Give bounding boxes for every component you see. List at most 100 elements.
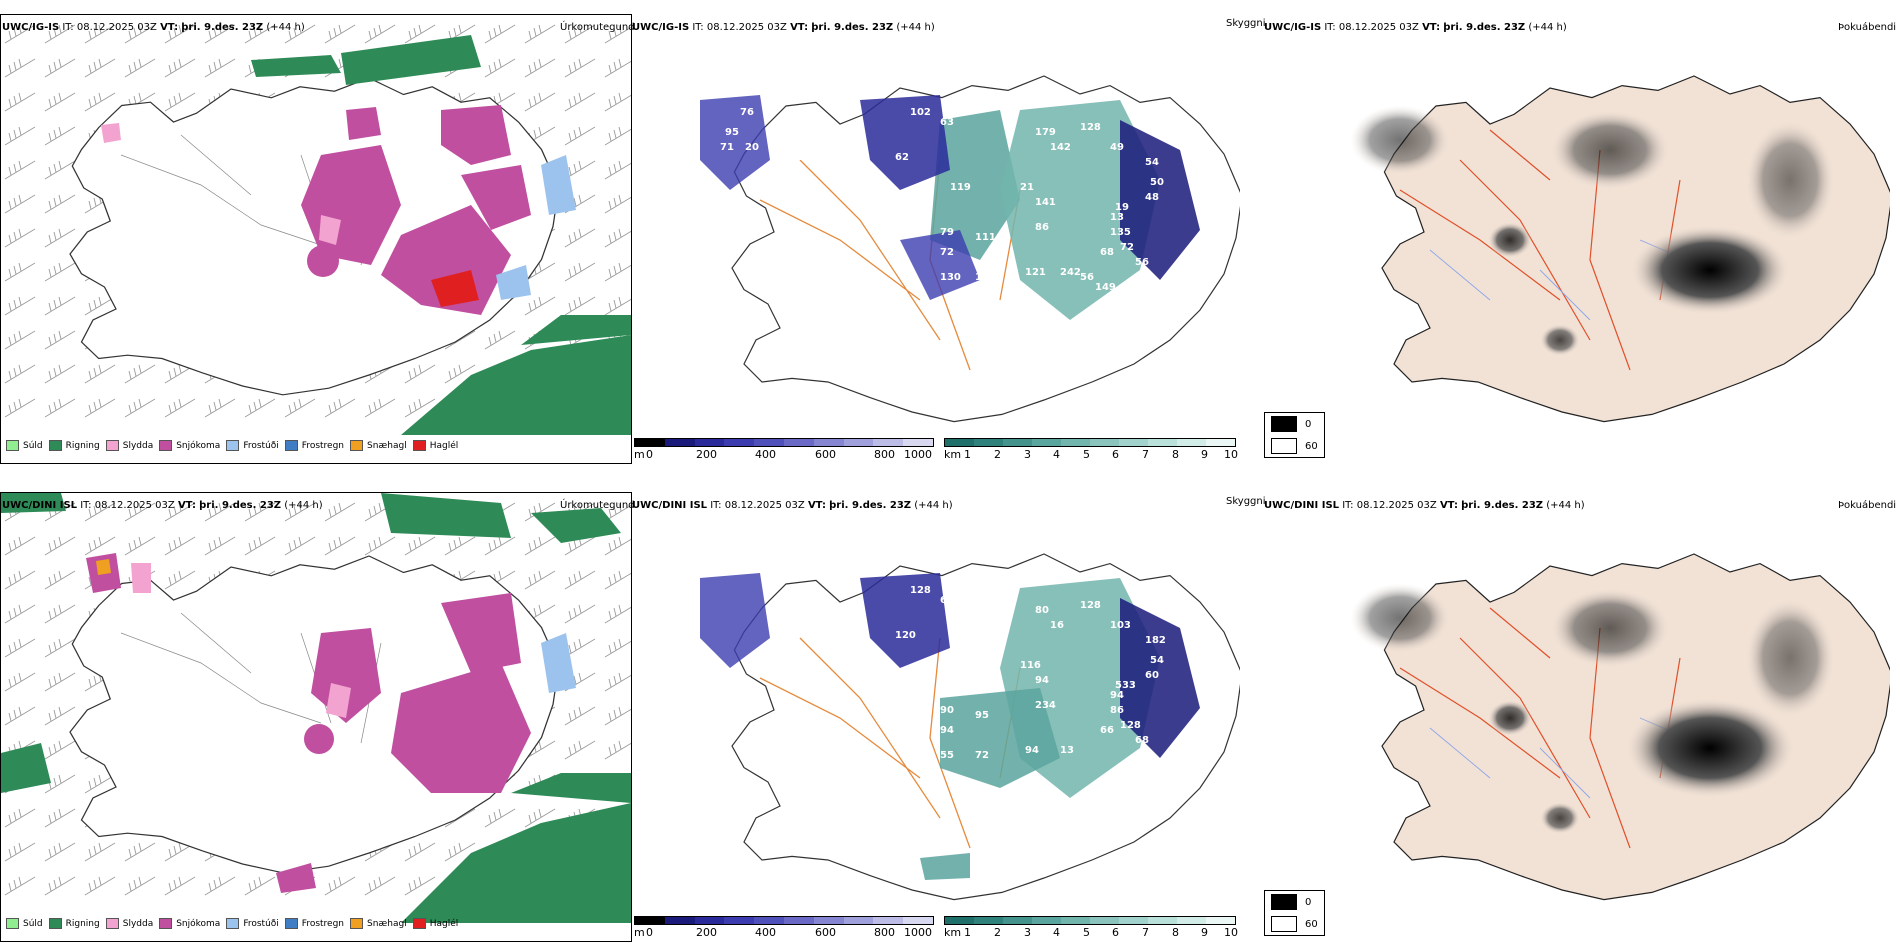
vis-tick: 10 bbox=[1224, 926, 1238, 939]
fog-swatch bbox=[1271, 894, 1297, 910]
legend-label: Slydda bbox=[122, 918, 154, 929]
legend-swatch bbox=[48, 440, 62, 451]
vis-panel-label-1: Skyggni bbox=[1226, 18, 1266, 29]
visibility-value: 86 bbox=[1035, 222, 1049, 233]
visibility-value: 128 bbox=[1080, 600, 1101, 611]
visibility-value: 533 bbox=[1115, 680, 1136, 691]
legend-swatch bbox=[105, 918, 119, 929]
vis-unit: km bbox=[944, 448, 962, 461]
visibility-value: 2 bbox=[970, 102, 977, 113]
vis-color-step bbox=[1003, 917, 1032, 924]
visibility-value: 72 bbox=[950, 660, 964, 671]
vt-label: VT: bbox=[177, 500, 196, 511]
vis-numbers-1: 334 102 63 2 179 128 142 49 54 50 48 19 62 55 119 21141… bbox=[720, 72, 1164, 373]
legend-item: Snjókoma bbox=[159, 440, 220, 451]
lead-time: (+44 h) bbox=[896, 22, 935, 33]
vis-color-step bbox=[1119, 917, 1148, 924]
legend-swatch bbox=[159, 918, 173, 929]
height-tick: 200 bbox=[696, 448, 717, 461]
vis-color-step bbox=[1206, 917, 1235, 924]
height-tick: 0 bbox=[646, 926, 653, 939]
visibility-value: 94 bbox=[1110, 690, 1124, 701]
vis-numbers-2: 195 128 67 95 80 128 16 103 182 54 60 533 120 43 72 116… bbox=[860, 550, 1166, 761]
vis-title-1: UWC/IG-IS IT: 08.12.2025 03Z VT: þri. 9.… bbox=[632, 22, 935, 33]
height-color-step bbox=[783, 439, 814, 446]
vis-tick: 10 bbox=[1224, 448, 1238, 461]
height-color-step bbox=[873, 439, 904, 446]
visibility-value: 334 bbox=[1010, 72, 1031, 83]
vt-label: VT: bbox=[807, 500, 826, 511]
visibility-value: 87 bbox=[950, 362, 964, 373]
fog-legend-label: 60 bbox=[1305, 918, 1318, 930]
vis-color-step bbox=[1148, 917, 1177, 924]
legend-item: Slydda bbox=[105, 918, 154, 929]
vis-color-step bbox=[945, 439, 974, 446]
precip-title-1: UWC/IG-IS IT: 08.12.2025 03Z VT: þri. 9.… bbox=[2, 22, 305, 33]
vis-color-step bbox=[1032, 917, 1061, 924]
vt-label: VT: bbox=[160, 22, 179, 33]
legend-item: Snjókoma bbox=[159, 918, 220, 929]
vis-low-areas bbox=[700, 573, 1200, 880]
legend-item: Súld bbox=[6, 440, 43, 451]
height-tick: 600 bbox=[815, 926, 836, 939]
height-color-step bbox=[694, 439, 725, 446]
visibility-value: 49 bbox=[1110, 142, 1124, 153]
vis-colorbar-1: km 1 2 3 4 5 6 7 8 9 10 bbox=[944, 438, 1238, 461]
visibility-value: 94 bbox=[1025, 745, 1039, 756]
visibility-value: 72 bbox=[940, 247, 954, 258]
fog-swatch bbox=[1271, 916, 1297, 932]
it-value: 08.12.2025 03Z bbox=[1338, 22, 1419, 33]
visibility-value: 182 bbox=[1145, 635, 1166, 646]
legend-item: Frostregn bbox=[284, 440, 344, 451]
model-name: UWC/DINI ISL bbox=[632, 500, 708, 511]
vt-value: þri. 9.des. 23Z bbox=[1461, 500, 1544, 511]
legend-item: Frostregn bbox=[284, 918, 344, 929]
vt-label: VT: bbox=[1439, 500, 1458, 511]
rain-areas bbox=[1, 493, 631, 923]
height-color-step bbox=[724, 917, 755, 924]
it-value: 08.12.2025 03Z bbox=[724, 500, 805, 511]
model-name: UWC/IG-IS bbox=[2, 22, 60, 33]
legend-swatch bbox=[350, 440, 364, 451]
visibility-value: 55 bbox=[940, 750, 954, 761]
legend-swatch bbox=[48, 918, 62, 929]
legend-label: Haglél bbox=[429, 440, 459, 451]
visibility-value: 95 bbox=[975, 710, 989, 721]
fog-map-svg-2 bbox=[1350, 553, 1890, 901]
visibility-value: 20 bbox=[745, 142, 759, 153]
precip-map-1 bbox=[0, 14, 632, 464]
legend-label: Súld bbox=[23, 918, 43, 929]
legend-label: Súld bbox=[23, 440, 43, 451]
visibility-value: 13 bbox=[1060, 745, 1074, 756]
precip-legend-1: Súld Rigning Slydda Snjókoma Frostúði Fr… bbox=[6, 440, 458, 451]
legend-swatch bbox=[105, 440, 119, 451]
vis-map-svg-2: 195 128 67 95 80 128 16 103 182 54 60 533 120 43 72 116… bbox=[700, 550, 1240, 901]
fog-title-1: UWC/IG-IS IT: 08.12.2025 03Z VT: þri. 9.… bbox=[1264, 22, 1567, 33]
legend-swatch bbox=[284, 440, 298, 451]
height-tick: 800 bbox=[874, 448, 895, 461]
visibility-value: 94 bbox=[1035, 675, 1049, 686]
visibility-value: 33 bbox=[1105, 297, 1119, 308]
vis-tick: 8 bbox=[1172, 926, 1179, 939]
height-color-step bbox=[664, 439, 695, 446]
vis-color-step bbox=[1177, 439, 1206, 446]
legend-item: Rigning bbox=[48, 918, 100, 929]
vis-tick: 2 bbox=[994, 926, 1001, 939]
height-tick: 400 bbox=[755, 448, 776, 461]
vis-unit: km bbox=[944, 926, 962, 939]
legend-swatch bbox=[412, 440, 426, 451]
visibility-value: 63 bbox=[940, 117, 954, 128]
visibility-value: 28 bbox=[860, 725, 874, 736]
legend-item: Slydda bbox=[105, 440, 153, 451]
visibility-value: 68 bbox=[1100, 247, 1114, 258]
it-value: 08.12.2025 03Z bbox=[76, 22, 157, 33]
height-color-step bbox=[783, 917, 814, 924]
height-unit: m bbox=[634, 926, 645, 939]
visibility-value: 21 bbox=[1020, 182, 1034, 193]
vis-tick: 4 bbox=[1053, 448, 1060, 461]
height-tick: 800 bbox=[874, 926, 895, 939]
visibility-value: 86 bbox=[860, 247, 874, 258]
precip-map-2 bbox=[0, 492, 632, 942]
vis-tick: 2 bbox=[994, 448, 1001, 461]
legend-swatch bbox=[350, 918, 364, 929]
